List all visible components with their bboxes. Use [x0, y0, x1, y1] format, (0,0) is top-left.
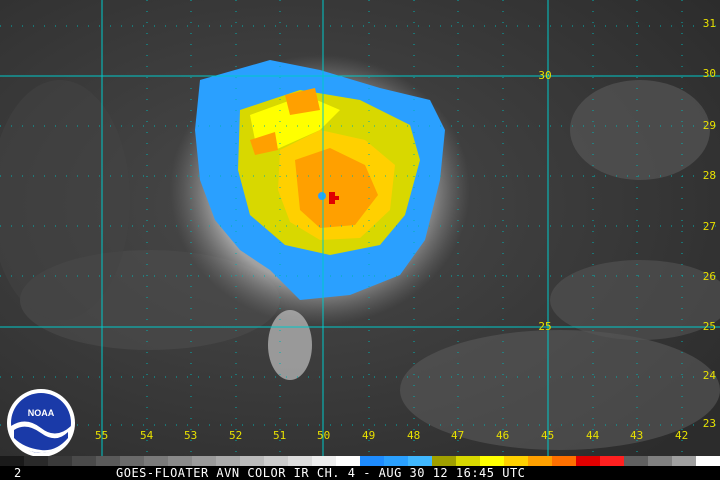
latitude-label: 31	[702, 17, 716, 30]
graticule	[0, 0, 720, 456]
color-scale-swatch	[432, 456, 456, 468]
color-scale-swatch	[192, 456, 216, 468]
color-scale-swatch	[624, 456, 648, 468]
color-scale-swatch	[480, 456, 504, 468]
latitude-label: 27	[702, 220, 716, 233]
background-cloud	[570, 80, 710, 180]
longitude-label: 42	[675, 429, 689, 442]
color-scale-swatch	[648, 456, 672, 468]
noaa-logo-text: NOAA	[28, 408, 55, 418]
storm-center-marker	[329, 192, 339, 204]
longitude-label: 49	[362, 429, 376, 442]
color-scale-swatch	[408, 456, 432, 468]
longitude-label: 45	[541, 429, 555, 442]
background-cloud	[400, 330, 720, 450]
longitude-label: 53	[184, 429, 198, 442]
image-caption-bar: 2 GOES-FLOATER AVN COLOR IR CH. 4 - AUG …	[0, 466, 720, 480]
longitude-label: 43	[630, 429, 644, 442]
color-scale-swatch	[120, 456, 144, 468]
color-scale-swatch	[696, 456, 720, 468]
color-scale-swatch	[96, 456, 120, 468]
latitude-label: 28	[702, 169, 716, 182]
noaa-logo: NOAA	[7, 389, 75, 457]
longitude-label: 46	[496, 429, 510, 442]
color-scale-swatch	[216, 456, 240, 468]
longitude-label: 54	[140, 429, 154, 442]
color-scale-swatch	[384, 456, 408, 468]
color-scale-swatch	[72, 456, 96, 468]
color-scale-swatch	[264, 456, 288, 468]
color-scale-swatch	[288, 456, 312, 468]
frame-number: 2	[14, 466, 22, 480]
color-scale-swatch	[504, 456, 528, 468]
longitude-label: 47	[451, 429, 465, 442]
latitude-label: 24	[702, 369, 716, 382]
color-scale-swatch	[552, 456, 576, 468]
color-scale-swatch	[600, 456, 624, 468]
color-scale-swatch	[48, 456, 72, 468]
hurricane-cloud	[170, 55, 470, 380]
color-scale-swatch	[0, 456, 24, 468]
longitude-label: 50	[317, 429, 331, 442]
color-scale-swatch	[168, 456, 192, 468]
longitude-label: 51	[273, 429, 287, 442]
longitude-label: 52	[229, 429, 243, 442]
temperature-color-scale	[0, 456, 720, 468]
image-caption: GOES-FLOATER AVN COLOR IR CH. 4 - AUG 30…	[116, 466, 526, 480]
color-scale-swatch	[576, 456, 600, 468]
color-scale-swatch	[312, 456, 336, 468]
color-scale-swatch	[360, 456, 384, 468]
color-scale-swatch	[456, 456, 480, 468]
latitude-label: 26	[702, 270, 716, 283]
storm-eye	[318, 192, 326, 200]
latitude-label: 23	[702, 417, 716, 430]
longitude-label: 44	[586, 429, 600, 442]
color-scale-swatch	[672, 456, 696, 468]
grid-latitude-label: 25	[538, 320, 552, 333]
color-scale-swatch	[144, 456, 168, 468]
latitude-label: 30	[702, 67, 716, 80]
color-scale-swatch	[24, 456, 48, 468]
background-cloud	[0, 80, 130, 320]
color-scale-swatch	[336, 456, 360, 468]
latitude-label: 25	[702, 320, 716, 333]
color-scale-swatch	[240, 456, 264, 468]
longitude-label: 55	[95, 429, 109, 442]
longitude-label: 48	[407, 429, 421, 442]
color-scale-swatch	[528, 456, 552, 468]
grid-latitude-label: 30	[538, 69, 552, 82]
latitude-label: 29	[702, 119, 716, 132]
